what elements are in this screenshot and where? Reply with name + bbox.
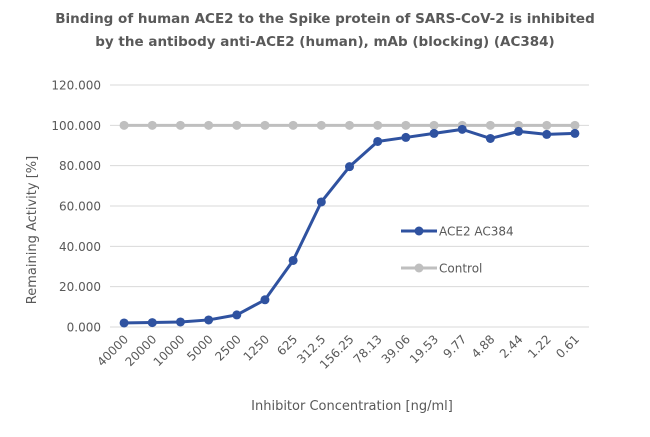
x-tick-label: 78.13 [351,332,385,366]
data-point [260,120,270,130]
y-axis-ticks: 0.000 20.000 40.000 60.000 80.000 100.000 120.… [51,79,101,335]
data-point [570,120,580,130]
data-point [429,128,439,138]
data-point [485,120,495,130]
data-point [542,120,552,130]
data-point [232,120,242,130]
data-point [119,318,129,328]
data-point [204,315,214,325]
y-tick-label: 40.000 [59,240,101,254]
data-point [147,318,157,328]
data-point [457,124,467,134]
data-point [373,136,383,146]
series-layer [119,120,580,328]
legend-label: Control [439,262,482,276]
x-tick-label: 1250 [241,332,272,363]
data-point [345,162,354,172]
legend-marker [414,263,424,273]
x-tick-label: 9.77 [441,332,470,361]
data-point [288,255,298,265]
data-point [401,132,411,142]
x-tick-label: 4.88 [469,332,498,361]
legend-label: ACE2 AC384 [439,225,514,239]
data-point [485,133,495,143]
data-point [401,120,411,130]
legend-marker [414,226,424,236]
data-point [345,120,354,130]
data-point [373,120,383,130]
legend: ACE2 AC384 Control [401,225,514,276]
x-tick-label: 0.61 [553,332,582,361]
chart-title-line-1: Binding of human ACE2 to the Spike prote… [55,11,595,27]
data-point [232,310,242,320]
chart-title: Binding of human ACE2 to the Spike prote… [0,8,650,54]
y-tick-label: 20.000 [59,280,101,294]
y-tick-label: 80.000 [59,159,101,173]
x-tick-label: 2500 [212,332,243,363]
data-point [147,120,157,130]
data-point [288,120,298,130]
x-tick-label: 39.06 [379,332,413,366]
y-axis-label: Remaining Activity [%] [25,156,40,304]
data-point [316,197,326,207]
x-tick-label: 10000 [151,332,188,369]
x-tick-label: 19.53 [407,332,441,366]
y-tick-label: 0.000 [67,321,101,335]
data-point [175,120,185,130]
chart-title-line-2: by the antibody anti-ACE2 (human), mAb (… [95,34,555,50]
data-point [119,120,129,130]
data-point [429,120,439,130]
x-tick-label: 2.44 [497,332,526,361]
data-point [514,126,524,136]
y-tick-label: 60.000 [59,200,101,214]
data-point [316,120,326,130]
data-point [175,317,185,327]
y-tick-label: 100.000 [51,119,101,133]
x-axis-label: Inhibitor Concentration [ng/ml] [251,399,453,414]
data-point [570,128,580,138]
x-tick-label: 1.22 [525,332,554,361]
data-point [260,295,270,305]
data-point [542,129,552,139]
y-tick-label: 120.000 [51,79,101,93]
x-tick-label: 5000 [184,332,215,363]
data-point [204,120,214,130]
